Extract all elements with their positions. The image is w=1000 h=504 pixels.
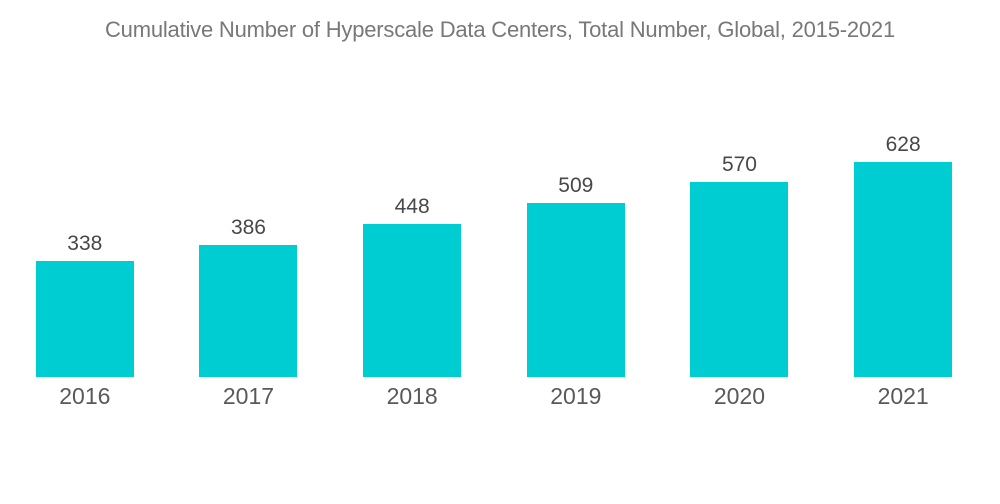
bar-year-label: 2016 bbox=[59, 383, 111, 409]
bar-value-label: 570 bbox=[721, 153, 757, 176]
bar-value-label: 386 bbox=[230, 216, 266, 239]
bar-year-label: 2020 bbox=[713, 383, 766, 409]
bar-column-2020: 570 2020 bbox=[658, 0, 822, 408]
bar-column-2016: 338 2016 bbox=[3, 0, 167, 408]
bar-column-2019: 509 2019 bbox=[494, 0, 658, 408]
bar-2020 bbox=[690, 182, 789, 377]
bar-2021 bbox=[854, 162, 953, 377]
bar-column-2021: 628 2021 bbox=[821, 0, 985, 408]
bar-value-label: 338 bbox=[67, 232, 103, 255]
bar-2016 bbox=[35, 261, 134, 377]
bar-value-label: 509 bbox=[558, 174, 594, 197]
bar-year-label: 2018 bbox=[386, 383, 438, 409]
bar-year-label: 2019 bbox=[550, 383, 602, 409]
bar-year-label: 2017 bbox=[222, 383, 275, 409]
bar-value-label: 628 bbox=[885, 133, 921, 156]
bar-2017 bbox=[199, 245, 298, 377]
bar-year-label: 2021 bbox=[877, 383, 929, 409]
bar-column-2017: 386 2017 bbox=[167, 0, 331, 408]
bar-value-label: 448 bbox=[394, 195, 430, 218]
bar-2018 bbox=[363, 224, 462, 377]
chart-title: Cumulative Number of Hyperscale Data Cen… bbox=[104, 17, 896, 42]
bar-2019 bbox=[526, 203, 625, 377]
bar-chart: 338 2016 386 2017 448 2018 509 2019 570 2020 628 20… bbox=[3, 0, 985, 408]
bar-column-2018: 448 2018 bbox=[330, 0, 494, 408]
